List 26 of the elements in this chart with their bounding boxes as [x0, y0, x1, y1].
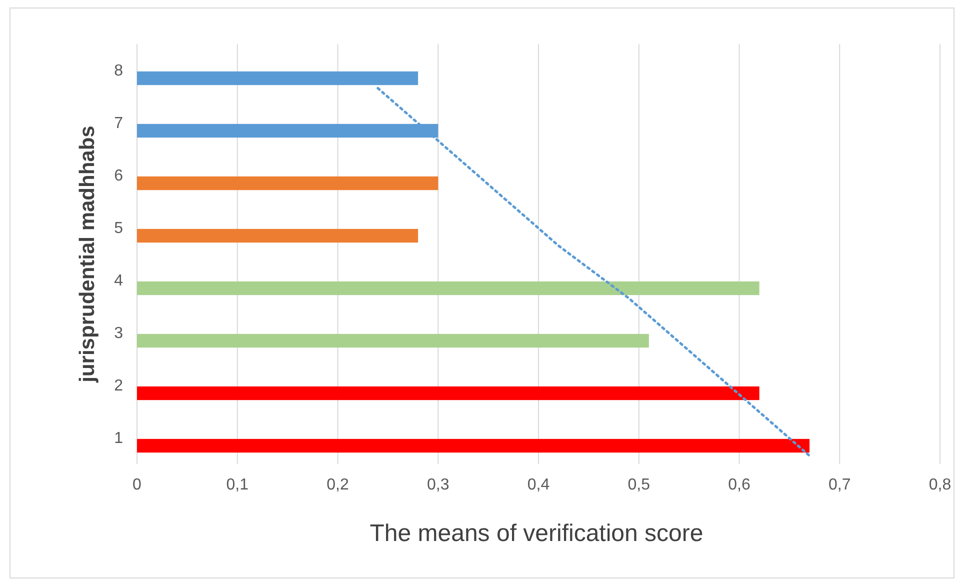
y-axis-title: jurisprudential madhhabs [76, 126, 99, 384]
bar [137, 281, 760, 296]
x-tick-label: 0,5 [628, 476, 650, 494]
x-tick-label: 0,8 [928, 476, 952, 494]
x-tick-label: 0,7 [828, 476, 851, 494]
x-tick-label: 0,3 [427, 476, 450, 494]
x-tick-label: 0,6 [728, 476, 750, 494]
bar [137, 438, 810, 453]
bar [137, 386, 760, 400]
bar [137, 228, 418, 243]
x-tick-label: 0,2 [326, 476, 349, 494]
bar [137, 71, 418, 86]
y-tick-label: 5 [114, 220, 124, 237]
x-axis-title: The means of verification score [370, 520, 704, 547]
bar [137, 334, 649, 348]
x-tick-label: 0,1 [226, 476, 249, 494]
y-tick-label: 6 [114, 167, 124, 184]
x-tick-label: 0,4 [527, 476, 550, 494]
y-tick-label: 1 [114, 430, 124, 447]
y-tick-label: 8 [114, 62, 124, 80]
x-tick-label: 0 [132, 476, 142, 494]
bar [137, 176, 438, 190]
y-tick-label: 2 [114, 377, 124, 394]
y-tick-label: 4 [114, 272, 124, 290]
y-tick-label: 7 [114, 114, 124, 132]
y-tick-label: 3 [114, 324, 124, 342]
